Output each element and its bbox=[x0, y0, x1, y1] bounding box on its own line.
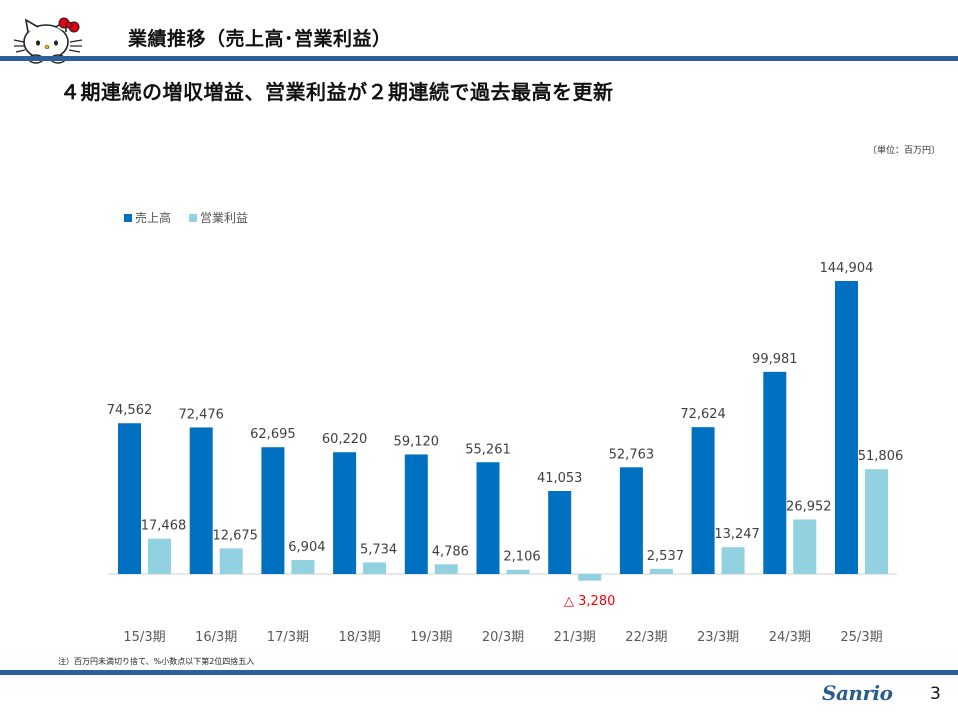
bar-sales bbox=[476, 462, 500, 574]
legend-swatch-sales bbox=[124, 213, 132, 222]
x-tick-label: 20/3期 bbox=[482, 630, 524, 645]
data-label-sales: 52,763 bbox=[609, 447, 655, 462]
unit-label: 〔単位：百万円〕 bbox=[867, 146, 940, 156]
bar-operating-profit bbox=[578, 574, 602, 581]
sanrio-logo: Sanrio bbox=[822, 681, 893, 705]
data-label-sales: 99,981 bbox=[752, 352, 798, 367]
data-label-sales: 60,220 bbox=[322, 432, 368, 447]
page-number: 3 bbox=[930, 684, 941, 704]
legend-item-operating-profit: 営業利益 bbox=[189, 209, 248, 226]
x-tick-label: 21/3期 bbox=[554, 630, 596, 645]
bar-sales bbox=[548, 490, 572, 574]
bar-sales bbox=[763, 371, 787, 574]
bar-operating-profit bbox=[219, 548, 243, 574]
bar-sales bbox=[619, 467, 643, 574]
data-label-operating-profit: 2,537 bbox=[647, 549, 684, 564]
data-label-operating-profit: 12,675 bbox=[212, 528, 258, 543]
bar-sales bbox=[189, 427, 213, 574]
data-label-sales: 62,695 bbox=[250, 427, 296, 442]
data-label-sales: 72,624 bbox=[680, 407, 726, 422]
data-label-operating-profit: 13,247 bbox=[714, 527, 760, 542]
x-tick-label: 17/3期 bbox=[267, 630, 309, 645]
x-tick-label: 25/3期 bbox=[840, 630, 882, 645]
x-tick-label: 19/3期 bbox=[410, 630, 452, 645]
legend-swatch-operating-profit bbox=[189, 213, 198, 222]
bar-operating-profit bbox=[721, 547, 745, 574]
x-tick-label: 23/3期 bbox=[697, 630, 739, 645]
data-label-sales: 72,476 bbox=[178, 407, 224, 422]
slide-title: 業績推移（売上高･営業利益） bbox=[128, 28, 392, 50]
legend-label-sales: 売上高 bbox=[135, 211, 172, 225]
chart-legend: 売上高 営業利益 bbox=[124, 209, 266, 226]
bar-operating-profit bbox=[793, 519, 817, 574]
data-label-operating-profit: 6,904 bbox=[288, 540, 325, 555]
bar-sales bbox=[333, 452, 357, 574]
bar-operating-profit bbox=[649, 568, 673, 574]
legend-item-sales: 売上高 bbox=[124, 209, 171, 226]
data-label-operating-profit: 17,468 bbox=[141, 519, 187, 534]
x-tick-label: 15/3期 bbox=[123, 630, 165, 645]
legend-label-operating-profit: 営業利益 bbox=[200, 211, 249, 225]
data-label-operating-profit: 5,734 bbox=[360, 542, 397, 557]
x-tick-label: 24/3期 bbox=[769, 630, 811, 645]
footer-divider bbox=[0, 670, 958, 675]
data-label-sales: 144,904 bbox=[820, 261, 874, 276]
bar-sales bbox=[691, 427, 715, 574]
bar-sales bbox=[835, 281, 858, 574]
bar-operating-profit bbox=[363, 562, 387, 574]
data-label-operating-profit: 2,106 bbox=[503, 550, 540, 565]
x-tick-label: 16/3期 bbox=[195, 630, 237, 645]
bar-chart: 74,562 17,468 15/3期 72,476 12,675 16/3期 62,695… bbox=[107, 261, 904, 645]
data-label-operating-profit: △ 3,280 bbox=[564, 594, 615, 609]
header-divider bbox=[0, 56, 958, 61]
x-tick-label: 18/3期 bbox=[338, 630, 380, 645]
data-label-sales: 41,053 bbox=[537, 471, 583, 486]
data-label-operating-profit: 51,806 bbox=[858, 449, 904, 464]
data-label-operating-profit: 26,952 bbox=[786, 500, 832, 515]
bar-operating-profit bbox=[865, 469, 888, 574]
data-label-sales: 74,562 bbox=[107, 403, 153, 418]
bar-sales bbox=[404, 454, 428, 574]
bar-operating-profit bbox=[434, 564, 458, 574]
data-label-sales: 55,261 bbox=[465, 442, 511, 457]
slide-subtitle: ４期連続の増収増益、営業利益が２期連続で過去最高を更新 bbox=[60, 80, 614, 104]
footnote: 注）百万円未満切り捨て、%小数点以下第2位四捨五入 bbox=[58, 657, 255, 666]
x-tick-label: 22/3期 bbox=[625, 630, 667, 645]
data-label-sales: 59,120 bbox=[394, 434, 440, 449]
bar-operating-profit bbox=[506, 569, 530, 574]
bar-sales bbox=[118, 423, 141, 574]
bar-operating-profit bbox=[291, 560, 315, 574]
data-label-operating-profit: 4,786 bbox=[432, 544, 469, 559]
bar-operating-profit bbox=[148, 538, 171, 574]
bar-sales bbox=[261, 447, 285, 574]
